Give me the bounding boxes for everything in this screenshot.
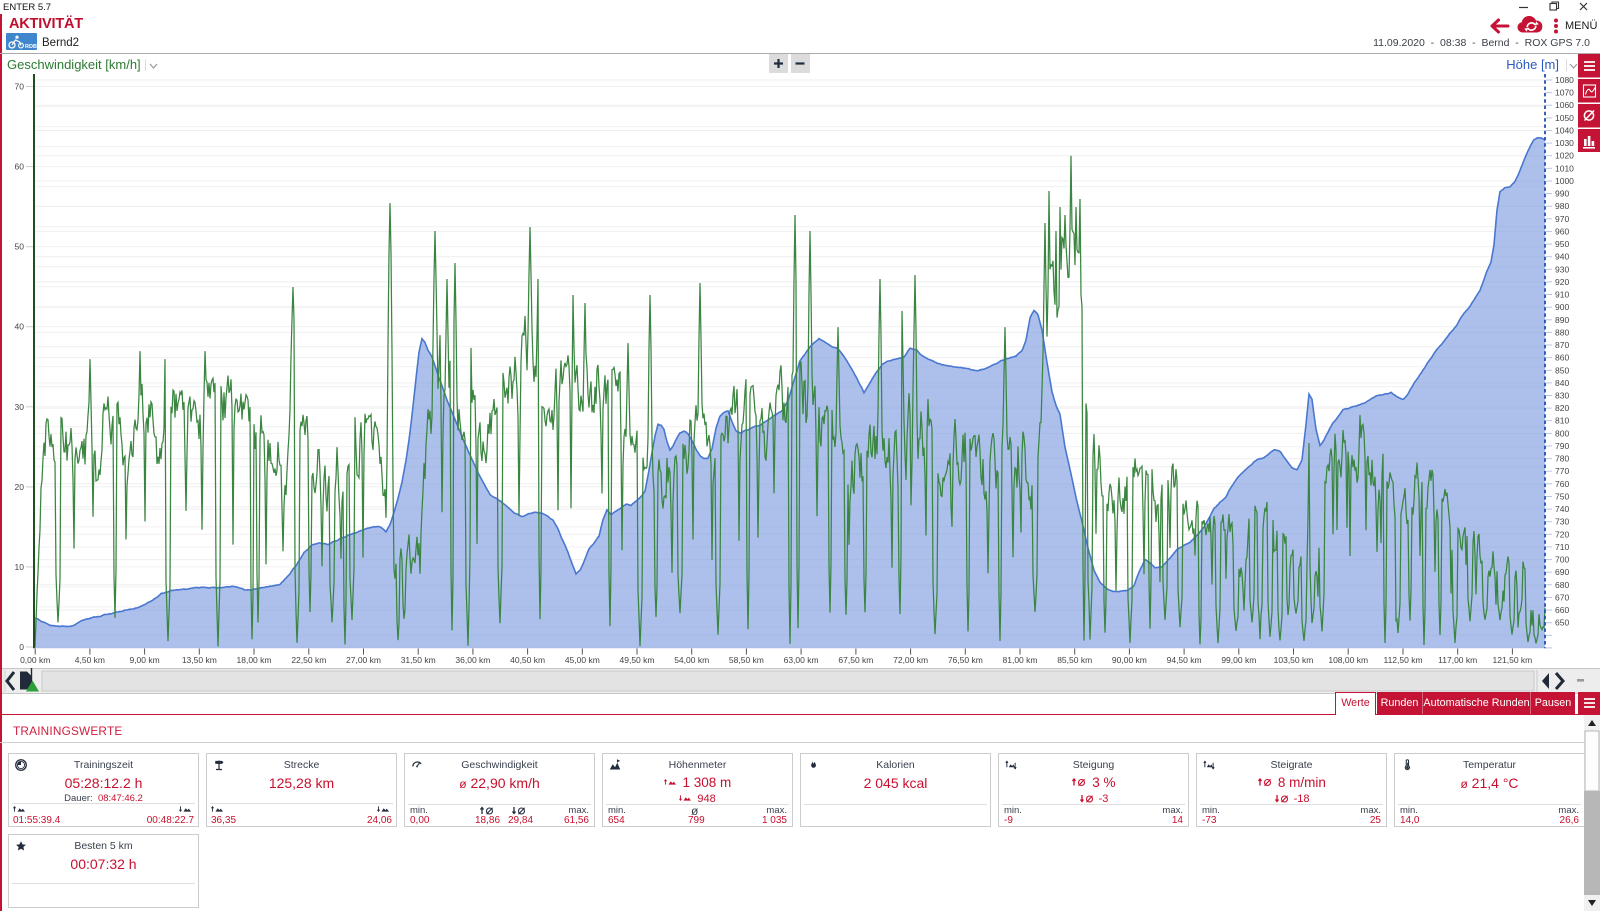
svg-text:112,50 km: 112,50 km	[1383, 655, 1422, 665]
svg-text:70: 70	[15, 82, 25, 92]
svg-text:RDB: RDB	[25, 44, 37, 50]
svg-text:770: 770	[1555, 466, 1569, 476]
svg-text:90,00 km: 90,00 km	[1112, 655, 1147, 665]
svg-text:18,00 km: 18,00 km	[237, 655, 272, 665]
svg-text:810: 810	[1555, 416, 1569, 426]
svg-text:790: 790	[1555, 441, 1569, 451]
svg-text:710: 710	[1555, 542, 1569, 552]
svg-text:49,50 km: 49,50 km	[620, 655, 655, 665]
svg-text:54,00 km: 54,00 km	[674, 655, 709, 665]
svg-text:920: 920	[1555, 277, 1569, 287]
svg-text:840: 840	[1555, 378, 1569, 388]
svg-text:36,00 km: 36,00 km	[455, 655, 490, 665]
svg-text:40: 40	[15, 322, 25, 332]
svg-text:690: 690	[1555, 567, 1569, 577]
svg-text:980: 980	[1555, 201, 1569, 211]
svg-text:950: 950	[1555, 239, 1569, 249]
svg-text:1070: 1070	[1555, 88, 1574, 98]
svg-text:800: 800	[1555, 428, 1569, 438]
svg-text:13,50 km: 13,50 km	[182, 655, 217, 665]
svg-text:31,50 km: 31,50 km	[401, 655, 436, 665]
svg-text:930: 930	[1555, 264, 1569, 274]
svg-text:45,00 km: 45,00 km	[565, 655, 600, 665]
svg-text:1080: 1080	[1555, 75, 1574, 85]
svg-text:58,50 km: 58,50 km	[729, 655, 764, 665]
svg-text:63,00 km: 63,00 km	[784, 655, 819, 665]
svg-text:960: 960	[1555, 226, 1569, 236]
svg-text:660: 660	[1555, 605, 1569, 615]
svg-text:850: 850	[1555, 365, 1569, 375]
svg-text:27,00 km: 27,00 km	[346, 655, 381, 665]
svg-text:870: 870	[1555, 340, 1569, 350]
svg-text:1050: 1050	[1555, 113, 1574, 123]
svg-text:76,50 km: 76,50 km	[948, 655, 983, 665]
svg-text:990: 990	[1555, 189, 1569, 199]
svg-text:880: 880	[1555, 327, 1569, 337]
svg-text:60: 60	[15, 162, 25, 172]
svg-text:1040: 1040	[1555, 126, 1574, 136]
svg-text:740: 740	[1555, 504, 1569, 514]
svg-text:30: 30	[15, 402, 25, 412]
svg-text:72,00 km: 72,00 km	[893, 655, 928, 665]
svg-text:970: 970	[1555, 214, 1569, 224]
svg-text:1010: 1010	[1555, 163, 1574, 173]
svg-text:4,50 km: 4,50 km	[75, 655, 105, 665]
svg-text:670: 670	[1555, 592, 1569, 602]
svg-text:760: 760	[1555, 479, 1569, 489]
svg-text:1000: 1000	[1555, 176, 1574, 186]
svg-text:81,00 km: 81,00 km	[1003, 655, 1038, 665]
svg-text:0: 0	[19, 642, 24, 652]
svg-text:1060: 1060	[1555, 100, 1574, 110]
svg-text:900: 900	[1555, 302, 1569, 312]
svg-text:680: 680	[1555, 580, 1569, 590]
svg-text:1020: 1020	[1555, 151, 1574, 161]
svg-text:940: 940	[1555, 252, 1569, 262]
svg-text:117,00 km: 117,00 km	[1438, 655, 1477, 665]
svg-text:108,00 km: 108,00 km	[1328, 655, 1368, 665]
svg-text:67,50 km: 67,50 km	[838, 655, 873, 665]
svg-text:99,00 km: 99,00 km	[1221, 655, 1256, 665]
svg-text:720: 720	[1555, 529, 1569, 539]
svg-text:10: 10	[15, 562, 25, 572]
svg-text:103,50 km: 103,50 km	[1274, 655, 1314, 665]
svg-text:9,00 km: 9,00 km	[129, 655, 159, 665]
svg-text:85,50 km: 85,50 km	[1057, 655, 1092, 665]
svg-text:121,50 km: 121,50 km	[1493, 655, 1533, 665]
svg-text:730: 730	[1555, 517, 1569, 527]
svg-text:0,00 km: 0,00 km	[20, 655, 50, 665]
svg-text:750: 750	[1555, 492, 1569, 502]
svg-text:40,50 km: 40,50 km	[510, 655, 545, 665]
svg-text:94,50 km: 94,50 km	[1167, 655, 1202, 665]
svg-text:22,50 km: 22,50 km	[291, 655, 326, 665]
svg-text:1030: 1030	[1555, 138, 1574, 148]
svg-text:910: 910	[1555, 290, 1569, 300]
svg-text:50: 50	[15, 242, 25, 252]
svg-text:780: 780	[1555, 454, 1569, 464]
svg-text:650: 650	[1555, 618, 1569, 628]
svg-text:700: 700	[1555, 555, 1569, 565]
svg-text:860: 860	[1555, 353, 1569, 363]
svg-text:890: 890	[1555, 315, 1569, 325]
svg-text:830: 830	[1555, 391, 1569, 401]
svg-text:820: 820	[1555, 403, 1569, 413]
svg-text:20: 20	[15, 482, 25, 492]
